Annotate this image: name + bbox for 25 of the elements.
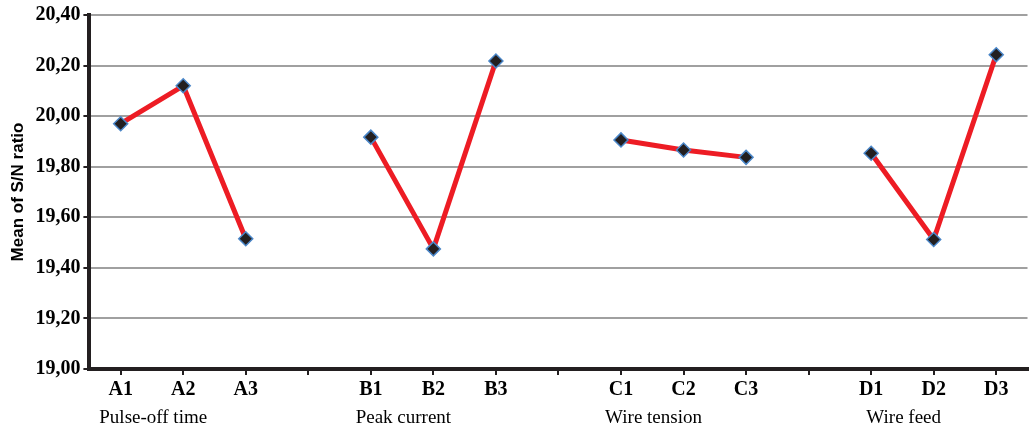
text: Wire feed [866, 406, 942, 428]
y-tick-label: 19,60 [35, 204, 81, 227]
x-tick-label: B2 [421, 377, 446, 400]
x-tick-label: C1 [608, 377, 634, 400]
x-tick-label: B1 [359, 377, 383, 400]
y-tick-label: 19,00 [35, 356, 81, 379]
text: Peak current [355, 406, 452, 428]
x-tick-label: B3 [484, 377, 508, 400]
text: Wire tension [605, 406, 703, 428]
y-axis-title: Mean of S/N ratio [7, 122, 27, 262]
x-tick-label: A3 [233, 377, 258, 400]
x-tick-label: D1 [858, 377, 884, 400]
y-tick-label: 19,20 [35, 305, 81, 328]
y-tick-label: 20,20 [35, 52, 81, 75]
x-tick-label: D2 [921, 377, 946, 400]
y-tick-label: 20,40 [35, 2, 81, 25]
y-tick-label: 19,80 [35, 153, 81, 176]
x-tick-label: C2 [671, 377, 696, 400]
y-tick-label: 20,00 [35, 103, 81, 126]
x-tick-label: A1 [108, 377, 133, 400]
text: Pulse-off time [99, 406, 208, 428]
x-tick-label: C3 [733, 377, 759, 400]
x-tick-label: D3 [984, 377, 1009, 400]
y-tick-label: 19,40 [35, 255, 81, 278]
x-tick-label: A2 [170, 377, 196, 400]
